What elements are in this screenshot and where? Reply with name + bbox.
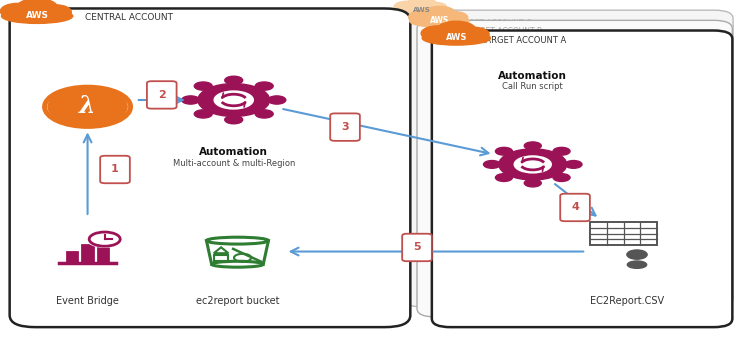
Circle shape (436, 21, 476, 39)
FancyBboxPatch shape (432, 31, 732, 327)
Circle shape (525, 142, 541, 150)
FancyBboxPatch shape (402, 234, 432, 261)
Circle shape (214, 91, 253, 109)
Text: AWS: AWS (413, 7, 430, 13)
Circle shape (422, 6, 456, 22)
Circle shape (627, 250, 647, 259)
Text: 4: 4 (571, 202, 579, 213)
Circle shape (496, 174, 513, 181)
FancyBboxPatch shape (147, 81, 177, 108)
Circle shape (553, 147, 570, 155)
Circle shape (421, 26, 454, 41)
Circle shape (255, 110, 273, 118)
FancyBboxPatch shape (403, 10, 733, 307)
Circle shape (459, 27, 489, 41)
Circle shape (514, 156, 551, 173)
Ellipse shape (410, 15, 469, 27)
Circle shape (48, 89, 127, 125)
Circle shape (406, 0, 437, 12)
Circle shape (198, 84, 269, 116)
Circle shape (16, 0, 58, 17)
Bar (99, 249, 108, 262)
Text: TARGET ACCOUNT B: TARGET ACCOUNT B (465, 27, 542, 36)
Text: Multi-account & multi-Region: Multi-account & multi-Region (173, 159, 295, 168)
Circle shape (394, 1, 419, 13)
Circle shape (194, 82, 212, 90)
Circle shape (441, 12, 467, 24)
Ellipse shape (395, 5, 448, 16)
Text: 1: 1 (111, 164, 119, 175)
Circle shape (44, 87, 131, 127)
Bar (82, 245, 93, 263)
Circle shape (1, 3, 35, 19)
FancyBboxPatch shape (100, 156, 130, 183)
Circle shape (225, 76, 243, 84)
FancyBboxPatch shape (560, 194, 590, 221)
Circle shape (525, 179, 541, 187)
Text: 5: 5 (413, 242, 421, 253)
Bar (214, 255, 228, 261)
Circle shape (40, 5, 71, 19)
Circle shape (194, 110, 212, 118)
Ellipse shape (627, 261, 647, 268)
Circle shape (484, 161, 501, 168)
Text: Event Bridge: Event Bridge (56, 296, 119, 305)
Text: Automation: Automation (200, 147, 268, 157)
Circle shape (553, 174, 570, 181)
Circle shape (225, 116, 243, 124)
FancyBboxPatch shape (330, 113, 360, 141)
Circle shape (409, 11, 437, 23)
Bar (83, 246, 92, 262)
Text: ec2report bucket: ec2report bucket (196, 296, 279, 305)
Text: 2: 2 (158, 90, 165, 100)
Circle shape (268, 96, 286, 104)
Text: AWS: AWS (26, 11, 48, 20)
Text: 3: 3 (341, 122, 349, 132)
Text: CENTRAL ACCOUNT: CENTRAL ACCOUNT (85, 13, 174, 22)
Bar (98, 248, 108, 263)
Bar (68, 252, 76, 262)
Text: TARGET ACCOUNT A: TARGET ACCOUNT A (481, 36, 566, 45)
Circle shape (496, 147, 513, 155)
Text: TARGET ACCOUNT C: TARGET ACCOUNT C (454, 19, 531, 28)
Text: AWS: AWS (430, 16, 449, 25)
FancyBboxPatch shape (417, 20, 732, 317)
Circle shape (424, 2, 447, 13)
Ellipse shape (1, 9, 73, 23)
Circle shape (87, 231, 122, 247)
Text: EC2Report.CSV: EC2Report.CSV (590, 296, 664, 305)
FancyBboxPatch shape (10, 8, 410, 327)
Text: AWS: AWS (446, 33, 467, 42)
Bar (67, 252, 77, 263)
Bar (591, 222, 657, 245)
Text: λ: λ (79, 94, 96, 118)
Text: Automation: Automation (499, 71, 567, 81)
Circle shape (499, 149, 567, 180)
Circle shape (255, 82, 273, 90)
Circle shape (182, 96, 200, 104)
Ellipse shape (422, 31, 490, 45)
Circle shape (565, 161, 582, 168)
Text: Call Run script: Call Run script (502, 82, 563, 91)
